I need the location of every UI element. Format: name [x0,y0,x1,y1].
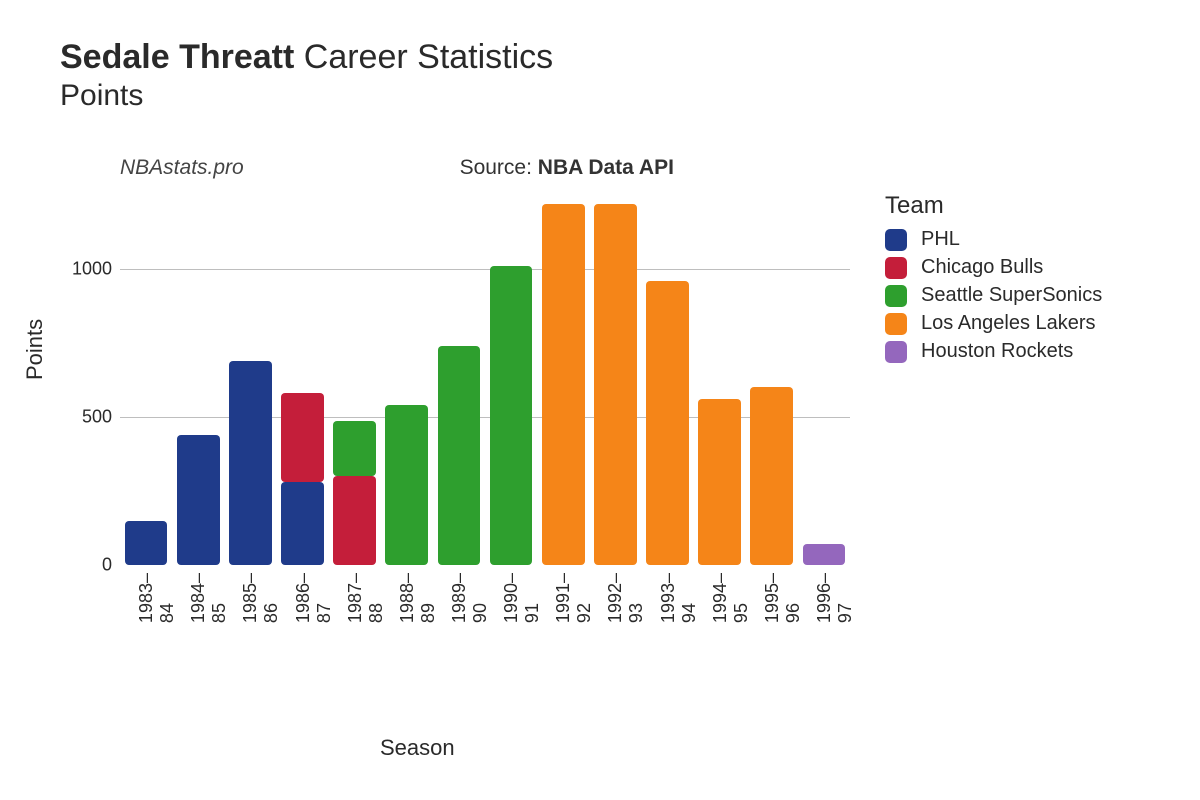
legend-item: Seattle SuperSonics [885,284,1102,307]
legend-item: PHL [885,228,1102,251]
source-name: NBA Data API [538,156,674,179]
player-name: Sedale Threatt [60,38,294,76]
bars-group [120,195,850,565]
bar-column [385,405,428,565]
chart-title: Sedale Threatt Career Statistics [60,38,553,77]
x-tick-label: 1984–85 [188,573,230,623]
legend: Team PHL Chicago Bulls Seattle SuperSonics… [885,192,1102,368]
y-tick-label: 1000 [72,259,112,280]
x-axis-label: Season [380,735,455,761]
x-tick-label: 1996–97 [814,573,856,623]
bar-segment [803,544,846,565]
bar-column [646,281,689,565]
bar-segment [281,482,324,565]
bar-column [594,204,637,565]
x-tick-label: 1995–96 [762,573,804,623]
bar-segment [125,521,168,565]
y-tick-label: 0 [102,555,112,576]
bar-segment [333,476,376,565]
legend-label: PHL [921,228,960,251]
bar-segment [750,387,793,565]
x-tick-label: 1991–92 [553,573,595,623]
bar-column [698,399,741,565]
bar-column [542,204,585,565]
x-tick-label: 1983–84 [136,573,178,623]
x-tick-label: 1987–88 [345,573,387,623]
plot-area: 05001000 [120,195,850,565]
bar-segment [438,346,481,565]
x-tick-label: 1994–95 [710,573,752,623]
x-tick-label: 1988–89 [397,573,439,623]
legend-label: Los Angeles Lakers [921,312,1096,335]
legend-swatch [885,229,907,251]
bar-column [803,544,846,565]
x-tick-label: 1990–91 [501,573,543,623]
bar-column [333,421,376,565]
bar-segment [542,204,585,565]
x-tick-label: 1993–94 [658,573,700,623]
y-tick-label: 500 [82,407,112,428]
bar-segment [646,281,689,565]
bar-segment [177,435,220,565]
bar-segment [281,393,324,482]
title-block: Sedale Threatt Career Statistics Points [60,38,553,113]
bar-column [438,346,481,565]
legend-item: Chicago Bulls [885,256,1102,279]
bar-segment [333,421,376,476]
credits-line: NBAstats.pro Source: NBA Data API [120,156,674,180]
y-axis-label: Points [22,319,48,380]
bar-column [229,361,272,565]
chart-container: Sedale Threatt Career Statistics Points … [0,0,1200,800]
chart-subtitle: Points [60,79,553,113]
legend-label: Chicago Bulls [921,256,1043,279]
site-credit: NBAstats.pro [120,156,244,179]
legend-swatch [885,257,907,279]
title-suffix: Career Statistics [304,38,553,76]
legend-item: Los Angeles Lakers [885,312,1102,335]
x-tick-label: 1992–93 [605,573,647,623]
x-tick-label: 1989–90 [449,573,491,623]
x-tick-label: 1985–86 [240,573,282,623]
legend-label: Houston Rockets [921,340,1073,363]
x-tick-label: 1986–87 [293,573,335,623]
bar-column [177,435,220,565]
legend-swatch [885,341,907,363]
legend-title: Team [885,192,1102,220]
legend-swatch [885,313,907,335]
bar-column [281,393,324,565]
bar-segment [594,204,637,565]
legend-swatch [885,285,907,307]
chart-region: 05001000 1983–841984–851985–861986–87198… [80,195,850,585]
bar-column [490,266,533,565]
bar-segment [385,405,428,565]
legend-items: PHL Chicago Bulls Seattle SuperSonics Los A… [885,228,1102,363]
bar-column [750,387,793,565]
source-prefix: Source: [460,156,532,179]
bar-segment [229,361,272,565]
legend-item: Houston Rockets [885,340,1102,363]
bar-column [125,521,168,565]
legend-label: Seattle SuperSonics [921,284,1102,307]
bar-segment [698,399,741,565]
bar-segment [490,266,533,565]
